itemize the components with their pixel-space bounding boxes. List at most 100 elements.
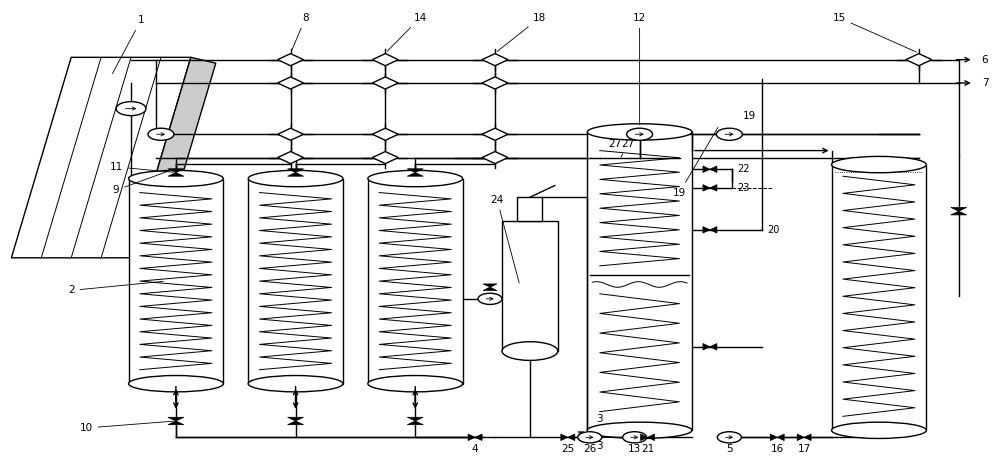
Polygon shape xyxy=(168,417,184,421)
Text: 19: 19 xyxy=(673,127,718,197)
Polygon shape xyxy=(288,173,304,176)
Text: 7: 7 xyxy=(982,78,988,88)
Text: 2: 2 xyxy=(68,281,163,295)
Text: 24: 24 xyxy=(490,195,519,283)
Polygon shape xyxy=(407,421,423,425)
Text: 11: 11 xyxy=(109,162,173,172)
Bar xyxy=(502,220,558,351)
Circle shape xyxy=(116,102,146,116)
Text: 9: 9 xyxy=(113,169,173,195)
Text: 6: 6 xyxy=(982,55,988,65)
Text: 23: 23 xyxy=(737,183,749,193)
Text: 14: 14 xyxy=(387,13,427,51)
Text: 4: 4 xyxy=(472,444,478,454)
Text: 19: 19 xyxy=(743,111,756,121)
Polygon shape xyxy=(288,421,304,425)
Text: 13: 13 xyxy=(628,444,641,454)
Circle shape xyxy=(148,128,174,140)
Polygon shape xyxy=(482,53,508,66)
Text: 10: 10 xyxy=(80,421,173,433)
Polygon shape xyxy=(168,173,184,176)
Text: 3: 3 xyxy=(596,414,603,424)
Bar xyxy=(248,179,343,384)
Polygon shape xyxy=(468,434,475,440)
Ellipse shape xyxy=(587,124,692,140)
Polygon shape xyxy=(648,434,655,440)
Text: 26: 26 xyxy=(583,444,596,454)
Polygon shape xyxy=(288,417,304,421)
Polygon shape xyxy=(278,77,304,89)
Text: 22: 22 xyxy=(737,164,749,174)
Bar xyxy=(517,197,542,220)
Bar xyxy=(368,179,463,384)
Text: 1: 1 xyxy=(112,15,144,74)
Polygon shape xyxy=(131,57,216,264)
Bar xyxy=(129,179,223,384)
Polygon shape xyxy=(278,53,304,66)
Polygon shape xyxy=(278,128,304,140)
Polygon shape xyxy=(703,343,710,350)
Circle shape xyxy=(627,128,653,140)
Polygon shape xyxy=(710,185,717,191)
Polygon shape xyxy=(710,166,717,173)
Ellipse shape xyxy=(129,376,223,392)
Polygon shape xyxy=(288,169,304,173)
Text: 16: 16 xyxy=(771,444,784,454)
Text: 12: 12 xyxy=(633,13,646,125)
Polygon shape xyxy=(703,227,710,233)
Ellipse shape xyxy=(368,170,463,187)
Text: 27: 27 xyxy=(608,138,621,149)
Polygon shape xyxy=(278,151,304,164)
Ellipse shape xyxy=(832,422,926,439)
Polygon shape xyxy=(407,169,423,173)
Circle shape xyxy=(716,128,742,140)
Ellipse shape xyxy=(248,170,343,187)
Polygon shape xyxy=(407,173,423,176)
Polygon shape xyxy=(568,434,575,440)
Polygon shape xyxy=(561,434,568,440)
Polygon shape xyxy=(475,434,482,440)
Circle shape xyxy=(623,431,647,443)
Polygon shape xyxy=(372,151,398,164)
Ellipse shape xyxy=(587,422,692,439)
Polygon shape xyxy=(777,434,784,440)
Polygon shape xyxy=(710,343,717,350)
Ellipse shape xyxy=(248,376,343,392)
Text: 27: 27 xyxy=(621,138,634,158)
Polygon shape xyxy=(483,287,497,290)
Text: 15: 15 xyxy=(832,13,916,52)
Polygon shape xyxy=(951,207,967,211)
Polygon shape xyxy=(804,434,811,440)
Polygon shape xyxy=(710,227,717,233)
Text: 25: 25 xyxy=(561,444,574,454)
Polygon shape xyxy=(641,434,648,440)
Text: 18: 18 xyxy=(497,13,547,52)
Polygon shape xyxy=(372,128,398,140)
Text: 5: 5 xyxy=(726,444,733,454)
Polygon shape xyxy=(483,284,497,287)
Bar xyxy=(587,132,692,431)
Circle shape xyxy=(478,293,502,304)
Circle shape xyxy=(578,431,602,443)
Text: 3: 3 xyxy=(596,441,603,451)
Polygon shape xyxy=(168,169,184,173)
Circle shape xyxy=(717,431,741,443)
Text: 17: 17 xyxy=(798,444,811,454)
Polygon shape xyxy=(482,151,508,164)
Bar xyxy=(832,165,926,431)
Polygon shape xyxy=(703,185,710,191)
Polygon shape xyxy=(372,77,398,89)
Ellipse shape xyxy=(129,170,223,187)
Polygon shape xyxy=(482,77,508,89)
Ellipse shape xyxy=(368,376,463,392)
Polygon shape xyxy=(797,434,804,440)
Text: 21: 21 xyxy=(641,444,654,454)
Ellipse shape xyxy=(502,342,558,360)
Polygon shape xyxy=(770,434,777,440)
Polygon shape xyxy=(703,166,710,173)
Polygon shape xyxy=(951,211,967,215)
Polygon shape xyxy=(906,53,932,66)
Polygon shape xyxy=(11,57,191,258)
Text: 8: 8 xyxy=(292,13,309,51)
Polygon shape xyxy=(482,128,508,140)
